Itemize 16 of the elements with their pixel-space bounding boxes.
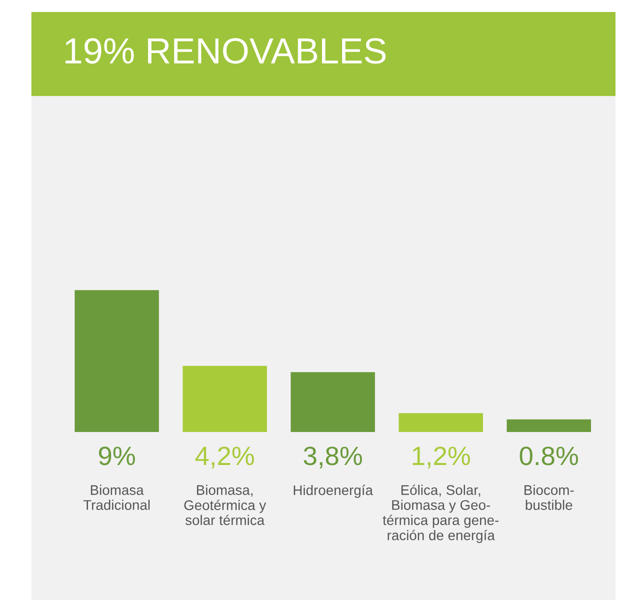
x-tick-label: Hidroenergía xyxy=(294,484,373,498)
data-label: 9% xyxy=(98,446,135,466)
bar xyxy=(506,419,591,432)
bar xyxy=(398,413,483,432)
data-label: 0.8% xyxy=(520,446,578,466)
bar xyxy=(290,372,375,432)
x-tick-label: Eólica, Solar, Biomasa y Geo- térmica para gene- ración de energía xyxy=(382,484,499,543)
bar xyxy=(74,290,159,432)
x-tick-label: Biocom- bustible xyxy=(524,484,574,510)
data-label: 4,2% xyxy=(195,446,254,468)
data-label: 1,2% xyxy=(412,446,470,468)
chart-title: 19% RENOVABLES xyxy=(66,38,386,64)
x-tick-label: Biomasa, Geotérmica y solar térmica xyxy=(184,484,266,526)
x-tick-label: Biomasa Tradicional xyxy=(83,484,150,510)
bar xyxy=(182,366,267,432)
data-label: 3,8% xyxy=(304,446,362,468)
